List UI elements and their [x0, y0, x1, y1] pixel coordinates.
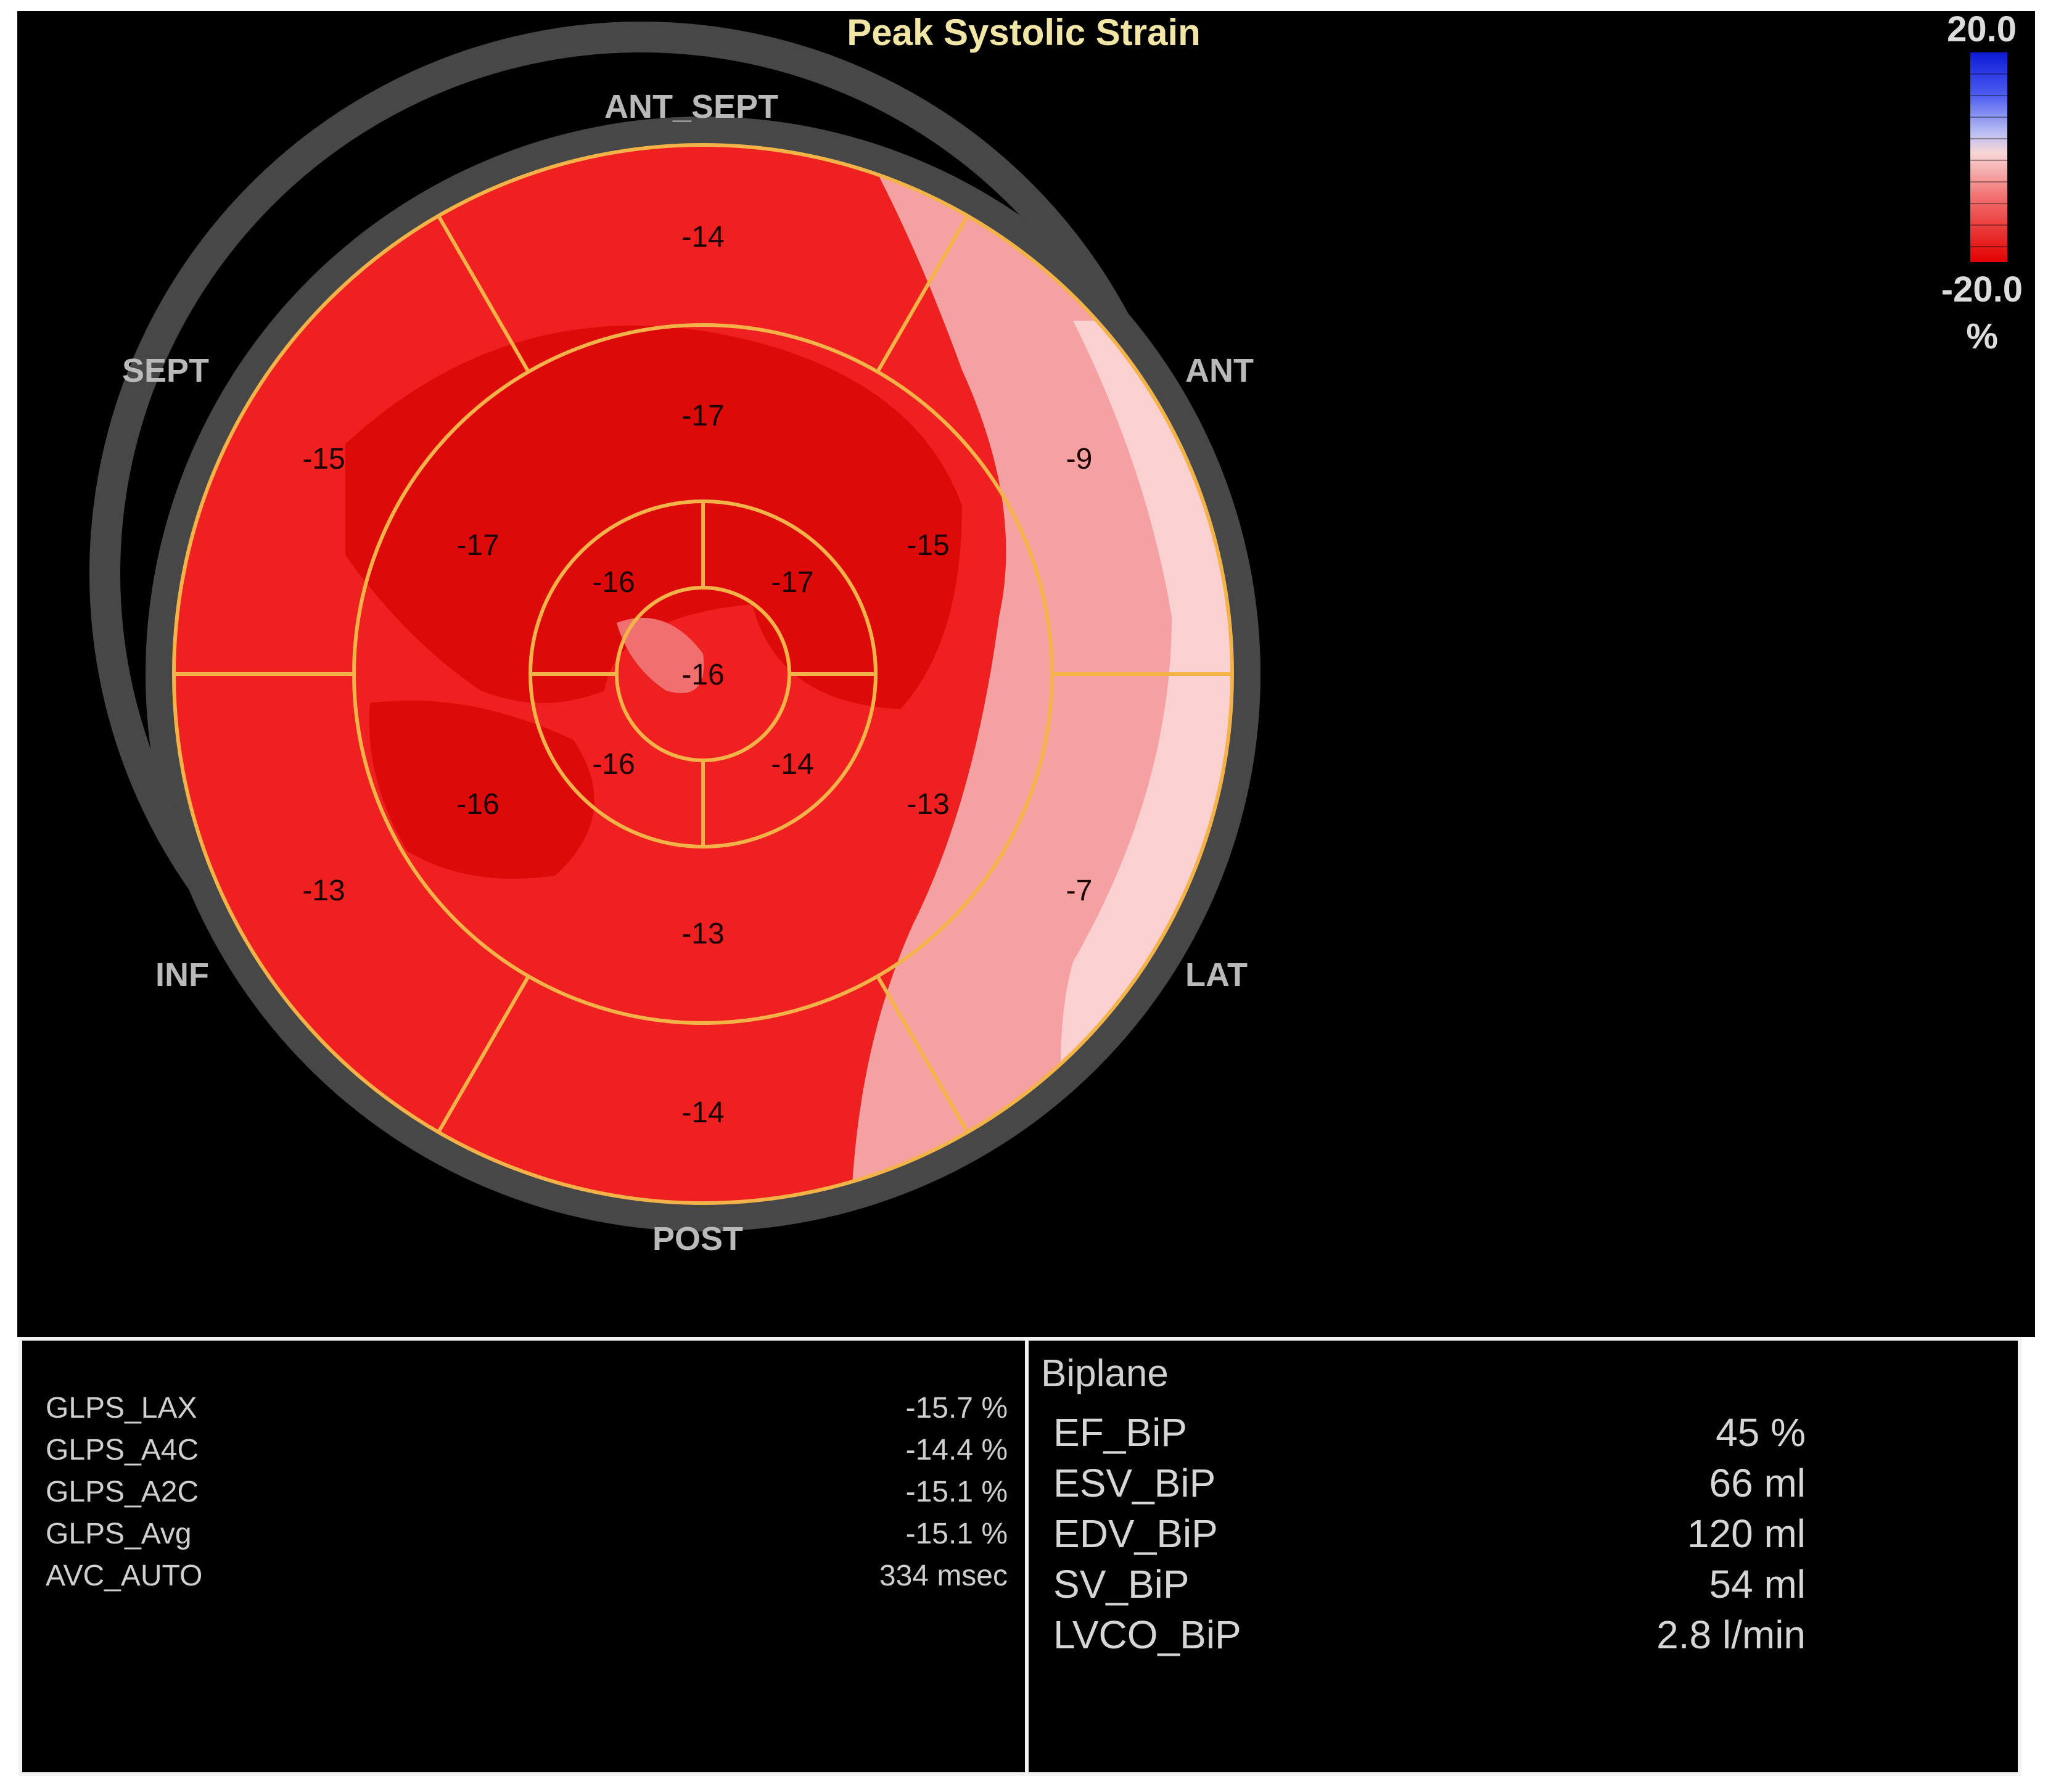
biplane-row: SV_BiP 54 ml	[1053, 1561, 1806, 1611]
segment-value: -13	[681, 918, 724, 950]
strain-row: GLPS_A2C -15.1 %	[33, 1475, 1008, 1513]
center-pale-spot	[617, 617, 704, 693]
segment-value: -17	[771, 566, 813, 599]
segment-value: -15	[302, 443, 345, 475]
biplane-value: 120 ml	[1687, 1511, 1806, 1556]
strain-row: AVC_AUTO 334 msec	[33, 1559, 1008, 1597]
label-ant: ANT	[1185, 352, 1254, 389]
segment-value: -15	[907, 529, 949, 562]
strain-value: -15.7 %	[905, 1392, 1008, 1424]
segment-value: -17	[456, 529, 499, 562]
segment-value: -16	[456, 788, 499, 821]
biplane-panel: Biplane EF_BiP 45 % ESV_BiP 66 ml EDV_Bi…	[1025, 1337, 2021, 1776]
biplane-row: LVCO_BiP 2.8 l/min	[1053, 1612, 1806, 1661]
biplane-label: EF_BiP	[1053, 1410, 1187, 1455]
strain-row: GLPS_LAX -15.7 %	[33, 1391, 1008, 1429]
biplane-value: 54 ml	[1709, 1562, 1806, 1606]
segment-value: -14	[771, 748, 813, 781]
scale-max: 20.0	[1947, 9, 2017, 49]
strain-label: GLPS_A4C	[46, 1434, 199, 1466]
biplane-label: EDV_BiP	[1053, 1511, 1218, 1556]
segment-value: -14	[681, 1096, 724, 1129]
segment-value: -17	[681, 400, 724, 432]
segment-grid	[172, 143, 1234, 1205]
biplane-row: EDV_BiP 120 ml	[1053, 1511, 1806, 1560]
label-inf: INF	[155, 956, 209, 993]
biplane-row: ESV_BiP 66 ml	[1053, 1460, 1806, 1510]
scale-unit: %	[1966, 316, 1998, 356]
strain-value: -14.4 %	[905, 1434, 1008, 1466]
biplane-heading: Biplane	[1041, 1352, 1169, 1395]
apex-value: -16	[681, 659, 724, 691]
biplane-row: EF_BiP 45 %	[1053, 1410, 1806, 1459]
bullseye-plot: -14 -9 -7 -14 -13 -15 -17 -15 -13 -13 -1…	[89, 22, 2007, 1231]
strain-label: GLPS_Avg	[46, 1518, 192, 1550]
segment-value: -7	[1066, 874, 1093, 907]
label-post: POST	[652, 1220, 744, 1257]
strain-value: 334 msec	[879, 1560, 1008, 1592]
dark-region-upper	[345, 326, 962, 709]
biplane-value: 2.8 l/min	[1656, 1613, 1806, 1657]
strain-label: GLPS_LAX	[46, 1392, 197, 1424]
strain-label: AVC_AUTO	[46, 1560, 203, 1592]
segment-value: -13	[907, 788, 949, 821]
segment-value: -16	[592, 748, 635, 781]
segment-value: -9	[1066, 443, 1093, 475]
scale-min: -20.0	[1941, 269, 2023, 310]
label-lat: LAT	[1185, 956, 1248, 993]
segment-value: -13	[302, 874, 345, 907]
label-sept: SEPT	[122, 352, 210, 389]
biplane-value: 66 ml	[1709, 1461, 1806, 1505]
dark-region-lower	[369, 701, 594, 879]
biplane-label: LVCO_BiP	[1053, 1613, 1241, 1657]
label-ant-sept: ANT_SEPT	[604, 88, 779, 125]
segment-value: -14	[681, 221, 724, 253]
page-title: Peak Systolic Strain	[847, 12, 1201, 53]
biplane-label: SV_BiP	[1053, 1562, 1190, 1606]
biplane-value: 45 %	[1716, 1410, 1806, 1455]
biplane-label: ESV_BiP	[1053, 1461, 1216, 1505]
strain-value: -15.1 %	[905, 1518, 1008, 1550]
color-scale-bar	[1970, 52, 2007, 262]
strain-row: GLPS_Avg -15.1 %	[33, 1517, 1008, 1555]
strain-value: -15.1 %	[905, 1476, 1008, 1508]
strain-label: GLPS_A2C	[46, 1476, 199, 1508]
strain-row: GLPS_A4C -14.4 %	[33, 1433, 1008, 1471]
global-strain-panel: GLPS_LAX -15.7 % GLPS_A4C -14.4 % GLPS_A…	[19, 1337, 1029, 1776]
segment-value: -16	[592, 566, 635, 599]
